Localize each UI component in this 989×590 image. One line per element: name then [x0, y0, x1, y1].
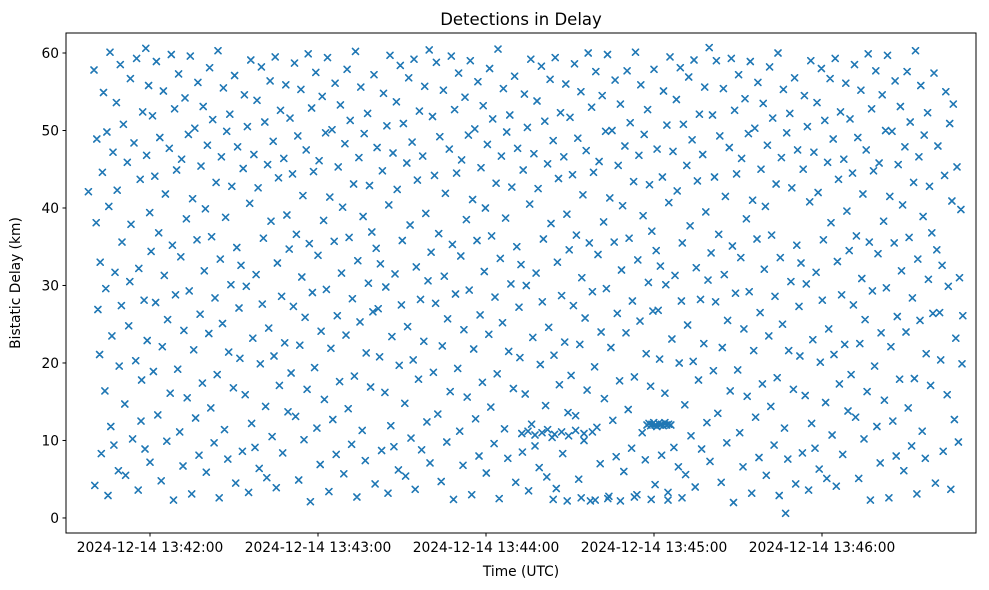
y-tick-label: 60: [41, 46, 59, 62]
y-axis-ticks: 0 10 20 30 40 50 60: [41, 46, 66, 527]
x-tick-label: 2024-12-14 13:44:00: [413, 540, 560, 556]
y-tick-label: 40: [41, 201, 59, 217]
x-tick-label: 2024-12-14 13:42:00: [77, 540, 224, 556]
y-tick-label: 20: [41, 356, 59, 372]
y-axis-label: Bistatic Delay (km): [8, 217, 24, 349]
y-tick-label: 10: [41, 433, 59, 449]
chart-title: Detections in Delay: [440, 10, 602, 29]
scatter-points: [84, 43, 967, 518]
y-tick-label: 0: [50, 511, 59, 527]
x-axis-ticks: 2024-12-14 13:42:00 2024-12-14 13:43:00 20…: [77, 533, 896, 556]
x-tick-label: 2024-12-14 13:46:00: [749, 540, 896, 556]
scatter-points-group: [84, 43, 967, 518]
x-tick-label: 2024-12-14 13:43:00: [245, 540, 392, 556]
x-axis-label: Time (UTC): [482, 564, 559, 580]
x-tick-label: 2024-12-14 13:45:00: [581, 540, 728, 556]
y-tick-label: 50: [41, 123, 59, 139]
y-tick-label: 30: [41, 278, 59, 294]
axes-frame: [65, 32, 977, 534]
